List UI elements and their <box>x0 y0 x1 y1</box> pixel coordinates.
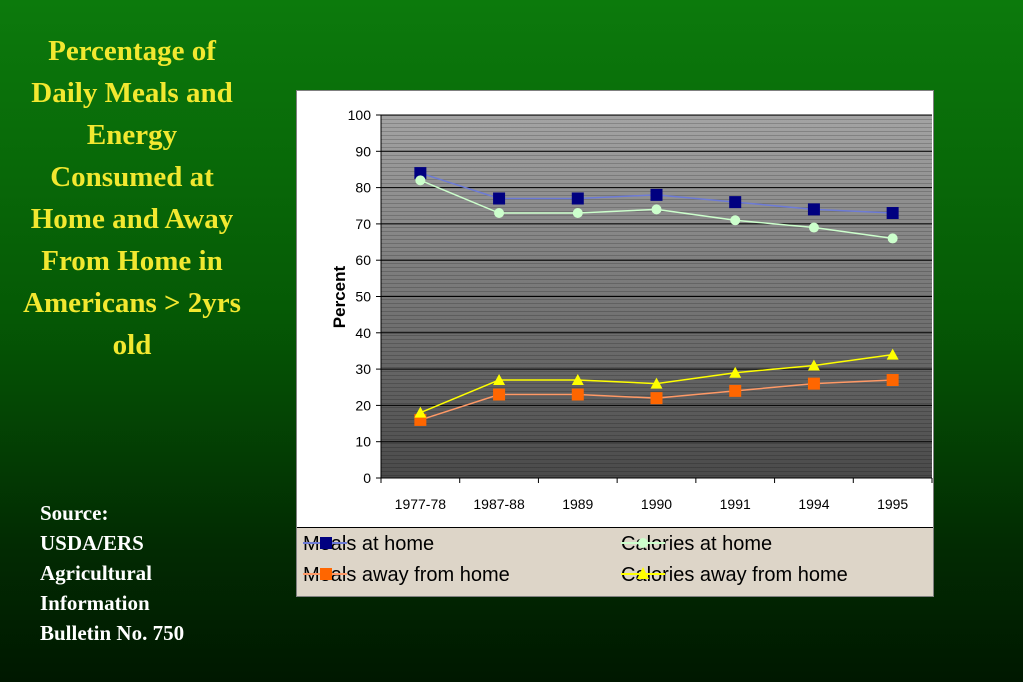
data-point <box>808 222 819 233</box>
y-tick-label: 70 <box>355 216 371 232</box>
y-tick-label: 10 <box>355 434 371 450</box>
source-line: USDA/ERS <box>40 531 144 555</box>
data-point <box>886 373 899 386</box>
slide-title: Percentage of Daily Meals and Energy Con… <box>23 35 241 361</box>
source-citation: Source: USDA/ERS Agricultural Informatio… <box>40 498 240 648</box>
y-tick-label: 80 <box>355 180 371 196</box>
data-point <box>415 175 426 186</box>
data-point <box>493 373 506 385</box>
data-point <box>729 196 742 209</box>
y-tick-label: 60 <box>355 252 371 268</box>
legend-key-square-icon <box>303 568 347 580</box>
y-axis-label: Percent <box>330 265 349 328</box>
legend-label: Calories away from home <box>621 564 848 586</box>
data-point <box>729 384 742 397</box>
data-point <box>886 348 899 360</box>
source-line: Agricultural <box>40 561 152 585</box>
y-tick-label: 50 <box>355 289 371 305</box>
data-point <box>493 192 506 205</box>
y-tick-label: 40 <box>355 325 371 341</box>
y-tick-label: 100 <box>348 107 372 123</box>
data-point <box>414 167 427 180</box>
legend-key-circle-icon <box>621 538 665 548</box>
legend-label: Calories at home <box>621 533 773 555</box>
data-point <box>571 388 584 401</box>
legend-label: Meals at home <box>303 533 435 555</box>
data-point <box>493 388 506 401</box>
data-point <box>887 233 898 244</box>
x-tick-label: 1977-78 <box>395 496 447 512</box>
data-point <box>650 392 663 405</box>
data-point <box>650 188 663 201</box>
legend-item-meals-at-home: Meals at home <box>303 533 434 556</box>
data-point <box>572 208 583 219</box>
data-point <box>571 373 584 385</box>
legend-label: Meals away from home <box>303 564 510 586</box>
x-tick-label: 1990 <box>641 496 672 512</box>
data-point <box>414 406 427 418</box>
x-tick-label: 1989 <box>562 496 593 512</box>
y-tick-label: 0 <box>363 470 371 486</box>
x-tick-label: 1994 <box>798 496 829 512</box>
data-point <box>807 203 820 216</box>
legend-item-meals-away: Meals away from home <box>303 564 510 587</box>
x-tick-label: 1995 <box>877 496 908 512</box>
y-tick-label: 90 <box>355 143 371 159</box>
y-tick-label: 30 <box>355 361 371 377</box>
data-point <box>886 207 899 220</box>
legend-item-calories-at-home: Calories at home <box>621 533 772 556</box>
data-point <box>571 192 584 205</box>
chart-legend: Meals at home Calories at home Meals awa… <box>297 527 933 596</box>
legend-key-square-icon <box>303 537 347 549</box>
line-chart: 0 10 20 30 40 50 60 70 80 90 100 1977-78 1987-88 1989… <box>330 107 933 512</box>
legend-item-calories-away: Calories away from home <box>621 564 848 587</box>
x-tick-label: 1991 <box>720 496 751 512</box>
source-line: Source: <box>40 501 109 525</box>
legend-key-triangle-icon <box>621 567 665 579</box>
data-point <box>651 204 662 215</box>
source-line: Information <box>40 591 150 615</box>
y-tick-label: 20 <box>355 397 371 413</box>
data-point <box>807 377 820 390</box>
source-line: Bulletin No. 750 <box>40 621 185 645</box>
data-point <box>494 208 505 219</box>
data-point <box>730 215 741 226</box>
chart-frame: 0 10 20 30 40 50 60 70 80 90 100 1977-78 1987-88 1989… <box>296 90 934 597</box>
x-tick-label: 1987-88 <box>473 496 525 512</box>
data-point <box>729 366 742 378</box>
data-point <box>807 359 820 371</box>
data-point <box>650 377 663 389</box>
